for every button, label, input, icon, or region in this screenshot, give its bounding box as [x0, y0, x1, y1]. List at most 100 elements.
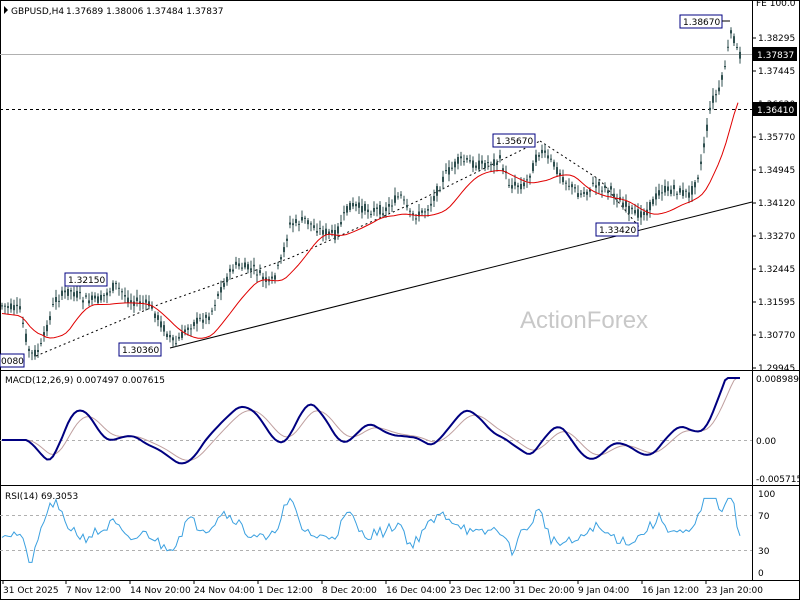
macd-tick-top: 0.008989 — [756, 375, 799, 385]
price-axis: 1.382951.374451.366201.357701.349451.341… — [752, 34, 795, 374]
candle-body — [85, 295, 87, 297]
candle-body — [691, 186, 693, 195]
candle-body — [499, 155, 501, 159]
candle-body — [76, 290, 78, 298]
candle-body — [40, 343, 42, 344]
annotation-box — [0, 353, 25, 368]
candle-body — [394, 195, 396, 203]
candle-body — [487, 162, 489, 164]
candle-body — [481, 160, 483, 164]
candle-body — [436, 186, 438, 196]
candle-body — [547, 155, 549, 159]
candle-body — [67, 289, 69, 296]
candle-body — [163, 325, 165, 332]
candle-body — [709, 107, 711, 111]
time-tick-label: 23 Jan 20:00 — [706, 586, 763, 596]
candle-body — [37, 350, 39, 352]
candle-body — [139, 301, 141, 304]
candle-body — [415, 218, 417, 220]
candle-body — [421, 210, 423, 213]
moving-average-line — [1, 102, 739, 339]
candle-body — [283, 247, 285, 253]
candle-body — [49, 316, 51, 321]
candle-body — [64, 290, 66, 293]
candle-body — [316, 231, 318, 233]
candle-body — [181, 331, 183, 338]
candle-body — [586, 191, 588, 195]
candle-body — [118, 287, 120, 289]
candle-body — [211, 310, 213, 312]
candle-body — [556, 167, 558, 174]
candle-body — [298, 223, 300, 225]
candle-body — [310, 223, 312, 225]
candle-body — [262, 276, 264, 280]
annotation-high-1-38670: 1.38670 — [683, 18, 720, 28]
candle-body — [7, 306, 9, 308]
candle-body — [91, 295, 93, 300]
candle-body — [97, 296, 99, 303]
candle-body — [79, 291, 81, 294]
annotation-box — [595, 222, 639, 237]
candle-body — [55, 297, 57, 302]
candle-body — [193, 322, 195, 326]
candle-body — [451, 167, 453, 169]
candle-body — [328, 231, 330, 235]
candle-body — [337, 226, 339, 234]
candle-body — [58, 300, 60, 302]
candle-body — [16, 304, 18, 307]
candle-body — [217, 293, 219, 297]
candle-body — [478, 160, 480, 170]
candle-body — [295, 219, 297, 223]
candle-body — [34, 349, 36, 357]
candle-body — [61, 290, 63, 296]
candle-body — [511, 185, 513, 189]
time-tick-label: 7 Nov 12:00 — [66, 586, 121, 596]
candle-body — [307, 220, 309, 225]
candle-body — [382, 213, 384, 215]
candle-body — [427, 209, 429, 211]
macd-label: MACD(12,26,9) 0.007497 0.007615 — [5, 376, 165, 386]
candle-body — [460, 156, 462, 159]
candle-body — [535, 154, 537, 163]
candle-body — [133, 301, 135, 306]
candle-body — [724, 66, 726, 68]
price-tick-label: 1.31595 — [758, 298, 795, 308]
candle-body — [223, 282, 225, 287]
candle-body — [526, 179, 528, 181]
candle-body — [517, 185, 519, 188]
candle-body — [256, 274, 258, 276]
candle-body — [541, 149, 543, 154]
rsi-tick-100: 100 — [758, 490, 775, 500]
candle-body — [172, 337, 174, 341]
candle-body — [388, 204, 390, 207]
candle-body — [187, 327, 189, 330]
candle-body — [31, 352, 33, 354]
price-tick-label: 1.33270 — [758, 232, 795, 242]
candle-body — [532, 163, 534, 172]
candle-body — [145, 299, 147, 303]
candle-body — [493, 159, 495, 166]
candle-body — [184, 329, 186, 333]
candle-body — [607, 190, 609, 194]
candle-body — [376, 207, 378, 209]
candle-body — [616, 200, 618, 202]
time-axis: 31 Oct 2025 7 Nov 12:00 14 Nov 20:00 24 Nov… — [2, 580, 763, 596]
current-price-tag — [753, 47, 797, 61]
candle-body — [409, 210, 411, 212]
candle-body — [46, 324, 48, 332]
candle-body — [220, 287, 222, 293]
candle-body — [82, 300, 84, 303]
corner-label: FE 100.0 — [756, 0, 796, 9]
symbol-name: GBPUSD,H4 — [11, 7, 64, 17]
candle-body — [214, 304, 216, 306]
candle-body — [496, 162, 498, 165]
price-tick-label: 1.35770 — [758, 133, 795, 143]
candle-body — [196, 317, 198, 324]
candle-body — [406, 205, 408, 208]
candle-body — [529, 175, 531, 178]
candle-body — [250, 268, 252, 271]
candle-body — [397, 196, 399, 198]
candle-body — [424, 211, 426, 213]
